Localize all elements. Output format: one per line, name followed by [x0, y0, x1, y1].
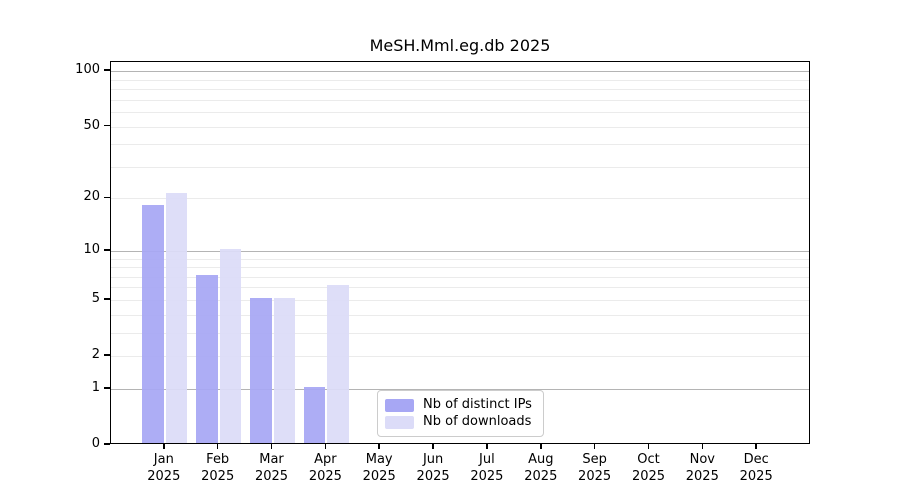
x-tick-label: Oct 2025	[631, 452, 666, 484]
y-tick-mark	[104, 249, 110, 251]
y-tick-label: 2	[91, 347, 100, 362]
y-tick-label: 50	[83, 117, 100, 133]
x-tick-label: Jun 2025	[416, 452, 450, 484]
x-tick-label: Jul 2025	[470, 452, 504, 484]
y-tick-mark	[104, 387, 110, 389]
x-tick-mark	[701, 444, 704, 449]
gridline-minor	[111, 79, 809, 81]
legend-swatch-downloads	[385, 415, 414, 429]
x-tick-label: Feb 2025	[201, 452, 235, 484]
x-tick-mark	[593, 444, 596, 449]
x-tick-label: Dec 2025	[739, 452, 773, 484]
gridline-major	[111, 71, 809, 73]
gridline-minor	[111, 276, 809, 278]
gridline-minor	[111, 166, 809, 168]
gridline-minor	[111, 99, 809, 101]
x-tick-label: May 2025	[362, 452, 396, 484]
bar-downloads-apr	[327, 285, 349, 443]
x-tick-label: Aug 2025	[524, 452, 558, 484]
gridline-minor	[111, 332, 809, 334]
legend: Nb of distinct IPs Nb of downloads	[377, 390, 544, 437]
y-tick-label: 10	[83, 241, 100, 257]
y-tick-label: 20	[83, 189, 100, 205]
gridline-minor	[111, 258, 809, 260]
gridline-minor	[111, 198, 809, 200]
legend-label-distinct-ips: Nb of distinct IPs	[423, 397, 532, 412]
legend-label-downloads: Nb of downloads	[423, 414, 532, 429]
bar-downloads-feb	[219, 248, 242, 443]
x-tick-label: Apr 2025	[308, 452, 342, 484]
gridline-minor	[111, 89, 809, 91]
gridline-minor	[111, 287, 809, 289]
gridline-minor	[111, 267, 809, 268]
y-tick-mark	[104, 298, 110, 300]
gridline-minor	[111, 126, 809, 128]
gridline-minor	[111, 314, 809, 316]
y-tick-label: 5	[91, 290, 100, 306]
legend-item-distinct-ips: Nb of distinct IPs	[385, 397, 535, 413]
bar-distinct-ips-jan	[142, 204, 164, 443]
y-tick-label: 100	[75, 62, 100, 78]
bar-downloads-jan	[165, 192, 188, 443]
x-tick-label: Jan 2025	[147, 452, 181, 484]
gridline-major	[111, 388, 809, 390]
x-tick-mark	[270, 444, 273, 449]
y-tick-mark	[104, 69, 110, 71]
x-tick-mark	[647, 444, 650, 449]
y-tick-mark	[104, 354, 110, 356]
legend-item-downloads: Nb of downloads	[385, 414, 535, 430]
y-tick-mark	[104, 196, 110, 199]
x-tick-mark	[540, 444, 542, 449]
plot-area	[110, 61, 810, 444]
x-tick-mark	[163, 444, 165, 449]
gridline-major	[111, 250, 809, 252]
x-tick-mark	[378, 444, 380, 449]
y-tick-mark	[104, 443, 110, 445]
x-tick-mark	[755, 444, 757, 449]
x-tick-label: Mar 2025	[254, 452, 289, 484]
bar-distinct-ips-feb	[196, 274, 218, 443]
gridline-minor	[111, 356, 809, 357]
x-tick-mark	[216, 444, 219, 449]
bar-distinct-ips-apr	[303, 386, 326, 443]
gridline-minor	[111, 299, 809, 301]
x-tick-label: Nov 2025	[685, 452, 719, 484]
bar-distinct-ips-mar	[250, 297, 272, 443]
y-tick-mark	[104, 124, 110, 127]
bar-downloads-mar	[273, 297, 295, 443]
x-tick-mark	[324, 444, 327, 449]
gridline-minor	[111, 112, 809, 113]
y-tick-label: 1	[91, 379, 100, 395]
x-tick-label: Sep 2025	[578, 452, 612, 484]
chart-title: MeSH.Mml.eg.db 2025	[369, 36, 551, 55]
legend-swatch-distinct-ips	[385, 398, 414, 412]
y-tick-label: 0	[91, 436, 100, 451]
x-tick-mark	[432, 444, 434, 449]
gridline-minor	[111, 144, 809, 146]
x-tick-mark	[486, 444, 488, 449]
